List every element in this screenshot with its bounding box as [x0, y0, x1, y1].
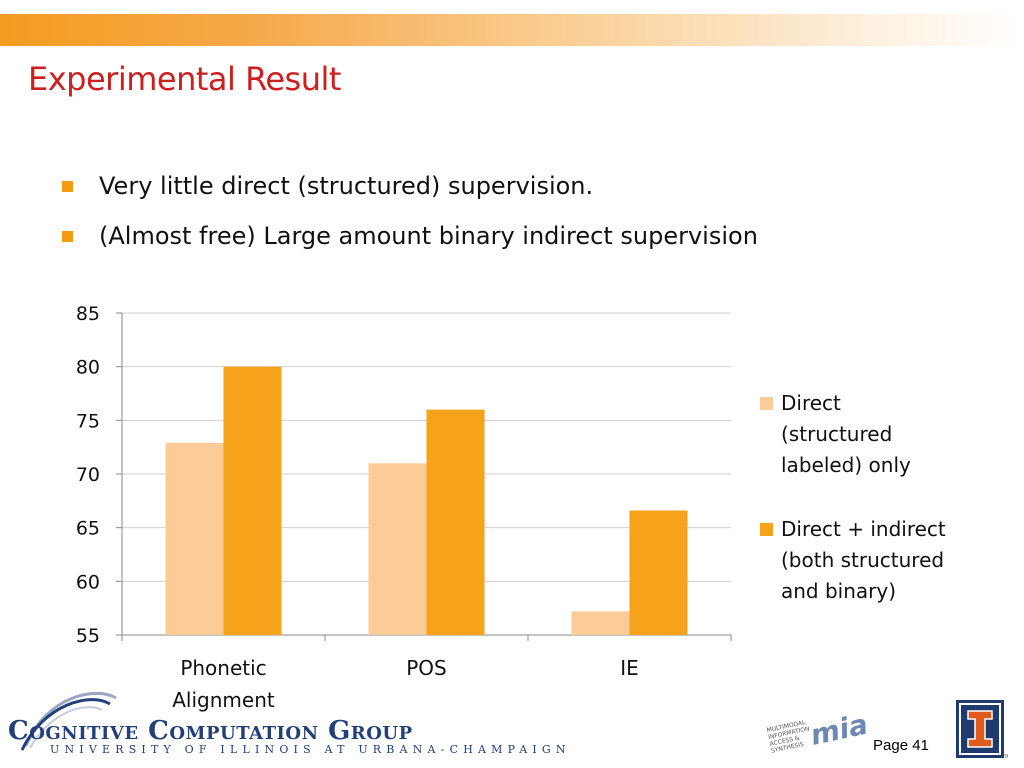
- mias-logo-word: mias: [807, 706, 866, 752]
- bullet-text: Very little direct (structured) supervis…: [99, 172, 594, 200]
- y-tick-label: 65: [76, 518, 100, 540]
- y-tick-label: 75: [76, 410, 100, 432]
- bar: [629, 510, 688, 635]
- y-tick-label: 60: [76, 571, 100, 593]
- x-tick-label: POS: [406, 656, 447, 680]
- x-tick-label: IE: [620, 656, 639, 680]
- illinois-block-i-logo: TM: [956, 700, 1008, 759]
- x-tick-label: Phonetic: [180, 656, 266, 680]
- mias-logo: MULTIMODAL INFORMATION ACCESS & SYNTHESI…: [766, 706, 866, 755]
- bullet-text: (Almost free) Large amount binary indire…: [99, 222, 758, 250]
- y-tick-label: 85: [76, 303, 100, 325]
- ccg-swirl-logo: [20, 691, 117, 751]
- ccg-logo-text: Cognitive Computation Group: [8, 716, 413, 746]
- y-tick-label: 70: [76, 464, 100, 486]
- y-tick-label: 55: [76, 625, 100, 647]
- x-tick-label: Alignment: [172, 688, 275, 712]
- legend-label: labeled) only: [781, 453, 911, 477]
- bar: [426, 409, 485, 635]
- legend-swatch: [760, 523, 773, 536]
- uiuc-logo-text: UNIVERSITY OF ILLINOIS AT URBANA-CHAMPAI…: [50, 743, 571, 756]
- y-tick-label: 80: [76, 357, 100, 379]
- header-gradient-bar: [0, 14, 1024, 46]
- legend-label: and binary): [781, 579, 897, 603]
- square-bullet-icon: [62, 230, 73, 242]
- bullet-item: (Almost free) Large amount binary indire…: [62, 222, 758, 250]
- slide-title: Experimental Result: [28, 60, 341, 98]
- page-number: Page 41: [873, 737, 929, 754]
- legend-swatch: [760, 397, 773, 410]
- bar: [571, 611, 630, 635]
- bullet-item: Very little direct (structured) supervis…: [62, 172, 593, 200]
- legend-label: (structured: [781, 422, 893, 446]
- bar: [223, 366, 282, 635]
- legend-label: (both structured: [781, 548, 945, 572]
- legend-item-series-1: Direct (structured labeled) only: [760, 388, 961, 481]
- svg-text:TM: TM: [1003, 754, 1008, 759]
- square-bullet-icon: [62, 180, 73, 192]
- bar: [165, 442, 224, 635]
- bar: [368, 463, 427, 635]
- legend-item-series-2: Direct + indirect (both structured and b…: [760, 514, 961, 607]
- legend-label: Direct + indirect: [781, 517, 946, 541]
- legend-label: Direct: [781, 391, 841, 415]
